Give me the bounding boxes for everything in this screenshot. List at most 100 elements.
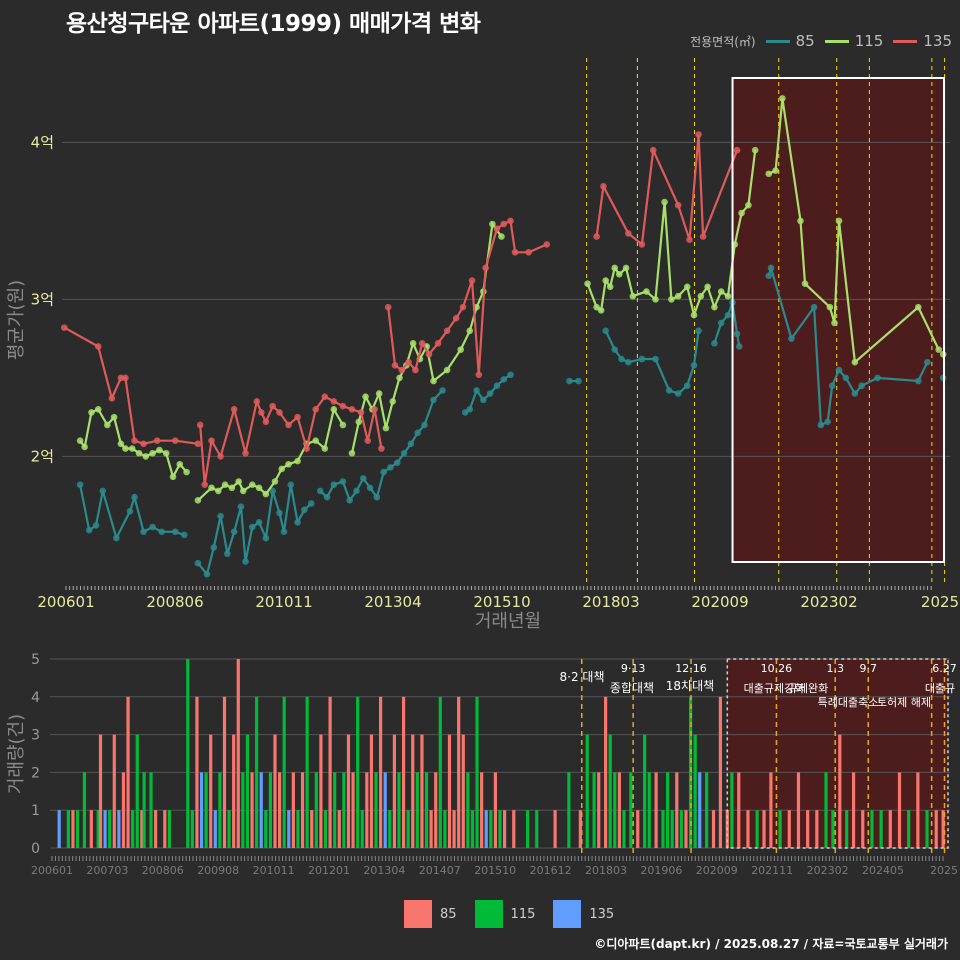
volume-y-tick-0: 0 <box>31 841 40 857</box>
volume-bar-32 <box>232 734 236 848</box>
volume-bar-74 <box>424 772 429 848</box>
point-115-55 <box>498 233 505 240</box>
volume-x-tick-label-9: 201612 <box>530 864 572 877</box>
series-line-135-2 <box>387 219 548 375</box>
point-135-12 <box>208 437 215 444</box>
volume-y-tick-1: 1 <box>31 803 40 819</box>
x-tick-label-0: 200601 <box>37 593 94 611</box>
volume-bar-111 <box>661 810 665 848</box>
point-135-11 <box>201 481 209 488</box>
point-115-2 <box>88 409 95 416</box>
point-85-15 <box>217 512 224 520</box>
area-legend-title: 전용면적(㎡) <box>690 34 756 49</box>
point-85-47 <box>439 387 446 394</box>
volume-legend-item-115: 115 <box>474 900 535 928</box>
volume-bar-60 <box>360 810 364 848</box>
point-135-4 <box>122 374 129 382</box>
point-85-74 <box>736 343 743 350</box>
point-135-2 <box>108 394 116 402</box>
volume-bar-113 <box>670 810 674 848</box>
point-135-5 <box>131 437 138 444</box>
point-135-49 <box>507 217 514 225</box>
point-85-45 <box>421 421 428 429</box>
volume-highlight-box <box>726 658 949 849</box>
point-135-56 <box>638 241 646 248</box>
volume-bar-76 <box>434 772 438 848</box>
point-135-46 <box>482 264 489 272</box>
point-85-85 <box>858 382 865 390</box>
point-85-22 <box>262 534 270 542</box>
volume-bar-52 <box>323 810 328 848</box>
policy-date-5: 9·7 <box>860 662 878 675</box>
volume-y-tick-4: 4 <box>31 690 40 706</box>
volume-bar-80 <box>452 810 456 848</box>
point-135-10 <box>196 421 204 429</box>
volume-x-tick-label-2: 200806 <box>142 864 184 877</box>
point-135-21 <box>285 421 292 429</box>
point-115-18 <box>208 484 215 492</box>
volume-bar-130 <box>778 810 782 848</box>
volume-bar-28 <box>213 810 217 848</box>
volume-bar-3 <box>75 810 80 848</box>
point-115-90 <box>914 303 922 311</box>
point-85-43 <box>407 440 415 448</box>
point-85-57 <box>575 377 582 385</box>
point-135-9 <box>194 440 202 448</box>
point-115-24 <box>248 481 256 488</box>
point-115-32 <box>312 437 320 444</box>
point-115-74 <box>711 303 718 311</box>
volume-bar-143 <box>888 810 892 848</box>
point-85-77 <box>788 335 795 342</box>
point-135-19 <box>269 402 276 410</box>
point-85-25 <box>280 528 288 536</box>
volume-bar-145 <box>907 810 911 848</box>
point-115-58 <box>597 307 605 314</box>
point-85-62 <box>638 355 646 363</box>
point-115-45 <box>409 340 417 347</box>
policy-date-1: 9·13 <box>621 662 646 675</box>
volume-bar-108 <box>643 734 647 848</box>
volume-bar-61 <box>365 772 369 848</box>
volume-bar-24 <box>195 696 199 848</box>
point-115-51 <box>466 327 474 335</box>
point-135-25 <box>321 393 329 401</box>
volume-bar-10 <box>112 734 116 848</box>
volume-bar-58 <box>351 772 355 848</box>
point-85-53 <box>493 382 501 390</box>
point-135-16 <box>253 398 261 405</box>
point-85-35 <box>353 487 360 495</box>
point-115-83 <box>779 95 786 102</box>
volume-bar-17 <box>142 772 146 848</box>
point-85-51 <box>480 396 487 404</box>
point-85-61 <box>625 358 632 366</box>
volume-legend-item-135: 135 <box>553 900 614 928</box>
point-135-1 <box>94 343 102 350</box>
point-115-63 <box>622 264 630 272</box>
volume-bar-69 <box>401 696 406 848</box>
volume-bar-96 <box>567 772 571 848</box>
volume-bar-19 <box>154 810 158 848</box>
point-135-36 <box>405 358 412 366</box>
point-135-42 <box>452 314 460 322</box>
point-85-41 <box>393 459 401 466</box>
point-85-83 <box>842 374 850 382</box>
volume-x-tick-label-12: 202009 <box>696 864 738 877</box>
point-135-40 <box>434 340 442 347</box>
volume-bar-101 <box>604 696 608 848</box>
volume-bar-98 <box>585 734 589 848</box>
volume-bar-25 <box>199 772 204 848</box>
point-135-43 <box>459 303 467 311</box>
volume-bar-138 <box>845 810 849 848</box>
point-115-43 <box>396 374 403 382</box>
point-85-21 <box>255 519 263 526</box>
point-135-50 <box>511 248 519 256</box>
point-115-19 <box>215 487 222 495</box>
volume-bar-66 <box>388 810 392 848</box>
point-135-51 <box>525 248 532 256</box>
point-115-11 <box>149 449 156 457</box>
point-85-42 <box>400 449 408 457</box>
point-85-9 <box>158 528 165 536</box>
point-85-16 <box>224 550 231 558</box>
x-tick-label-5: 201803 <box>582 593 639 611</box>
volume-bar-87 <box>484 810 488 848</box>
